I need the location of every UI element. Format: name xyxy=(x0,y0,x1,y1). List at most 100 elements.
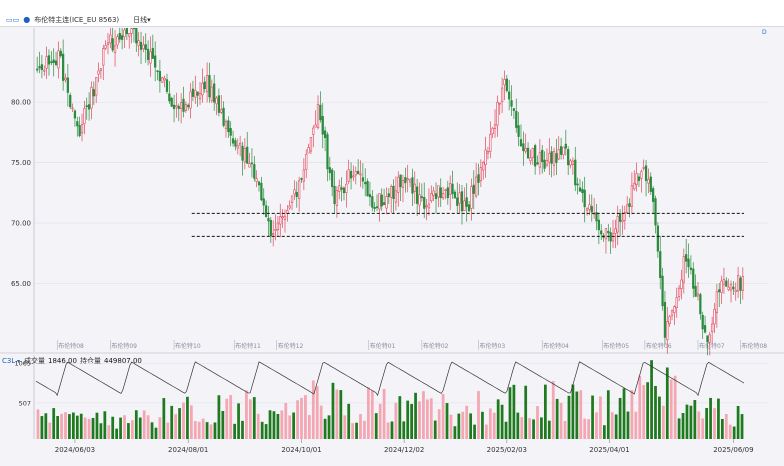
candle-body xyxy=(113,45,117,53)
candle-body xyxy=(99,68,103,71)
candle-body xyxy=(364,182,367,185)
volume-bar xyxy=(264,424,268,439)
chart-header: ▭▭ ● 布伦特主连(ICE_EU 8563) 日线▾ xyxy=(0,13,784,27)
volume-bar xyxy=(677,418,681,439)
candle-body xyxy=(524,147,527,152)
candle-body xyxy=(184,104,187,112)
x-tick-label: 2025/06/09 xyxy=(713,446,753,454)
candle-body xyxy=(328,167,331,174)
candle-body xyxy=(611,233,615,242)
candle-body xyxy=(335,190,339,206)
oi-value: 449807.00 xyxy=(104,357,142,365)
candle-body xyxy=(703,325,707,333)
candle-body xyxy=(614,228,617,234)
candle-body xyxy=(557,149,560,160)
volume-bar xyxy=(189,405,193,439)
candle-body xyxy=(295,192,298,197)
volume-bar xyxy=(366,387,370,439)
candle-body xyxy=(545,159,549,166)
period-selector[interactable]: 日线▾ xyxy=(133,15,151,25)
volume-bar xyxy=(658,396,661,439)
candle-body xyxy=(342,187,346,194)
candle-body xyxy=(486,151,490,154)
indicator-badge[interactable]: C3L xyxy=(2,357,15,365)
candle-body xyxy=(642,167,645,169)
instrument-title[interactable]: 布伦特主连(ICE_EU 8563) xyxy=(34,15,120,24)
volume-bar xyxy=(595,412,598,439)
candle-body xyxy=(496,101,499,126)
volume-bar xyxy=(162,398,166,439)
candle-body xyxy=(368,194,372,198)
candle-body xyxy=(734,289,737,293)
candle-body xyxy=(439,187,442,199)
candle-body xyxy=(689,267,693,270)
candle-body xyxy=(210,86,213,101)
candle-body xyxy=(203,81,206,90)
candle-body xyxy=(607,230,610,234)
volume-bar xyxy=(630,389,634,439)
price-tick-label: 80.00 xyxy=(11,99,31,107)
candle-body xyxy=(187,104,190,108)
candle-body xyxy=(392,185,395,199)
price-tick-label: 65.00 xyxy=(11,280,31,288)
candle-body xyxy=(741,276,744,291)
candle-body xyxy=(276,222,280,230)
candle-body xyxy=(670,310,674,316)
volume-tick-label: 507 xyxy=(19,399,31,407)
volume-bar xyxy=(174,414,178,439)
indicator-chevron-icon[interactable]: ▾ xyxy=(17,358,20,365)
candle-body xyxy=(541,149,544,163)
volume-bar xyxy=(524,385,528,439)
candle-body xyxy=(531,148,534,158)
volume-bar xyxy=(717,398,720,439)
volume-bar xyxy=(178,408,181,439)
volume-bar xyxy=(374,413,378,439)
candle-body xyxy=(656,225,659,252)
candle-body xyxy=(302,169,305,182)
volume-bar xyxy=(44,413,48,439)
candle-body xyxy=(500,87,504,102)
candle-body xyxy=(574,159,577,186)
candle-body xyxy=(373,206,376,209)
candle-body xyxy=(161,77,164,83)
contract-marker-label: 布伦特12 xyxy=(278,342,304,350)
contract-marker-label: 布伦特06 xyxy=(646,342,672,350)
candle-body xyxy=(71,107,74,110)
candle-body xyxy=(316,103,320,129)
candle-body xyxy=(229,128,232,136)
candle-body xyxy=(576,183,579,186)
candle-body xyxy=(666,321,669,341)
candle-body xyxy=(250,162,254,165)
candle-body xyxy=(444,189,447,191)
contract-marker-label: 布伦特08 xyxy=(58,342,84,350)
volume-bar xyxy=(488,408,492,439)
candle-body xyxy=(699,294,702,315)
candle-body xyxy=(637,176,641,181)
candle-body xyxy=(512,108,516,111)
volume-bar xyxy=(158,417,162,439)
candle-body xyxy=(222,107,225,126)
candle-body xyxy=(380,194,383,207)
candle-body xyxy=(604,228,608,240)
volume-bar xyxy=(134,410,138,439)
candle-body xyxy=(640,171,643,179)
candle-body xyxy=(458,192,461,204)
volume-bar xyxy=(48,422,52,439)
toggle-icon[interactable]: ▭▭ xyxy=(6,15,20,24)
candle-body xyxy=(149,51,152,64)
volume-bar xyxy=(453,426,457,439)
volume-bar xyxy=(272,411,276,439)
contract-marker-label: 布伦特07 xyxy=(699,342,725,350)
candle-body xyxy=(732,286,735,290)
candle-body xyxy=(255,178,258,182)
candle-body xyxy=(234,140,237,147)
candle-body xyxy=(170,97,173,107)
volume-bar xyxy=(83,417,87,439)
volume-bar xyxy=(626,411,630,439)
volume-bar xyxy=(504,421,508,439)
candle-body xyxy=(413,183,416,192)
candle-body xyxy=(158,71,162,82)
candle-body xyxy=(432,190,435,196)
candle-body xyxy=(680,279,683,290)
